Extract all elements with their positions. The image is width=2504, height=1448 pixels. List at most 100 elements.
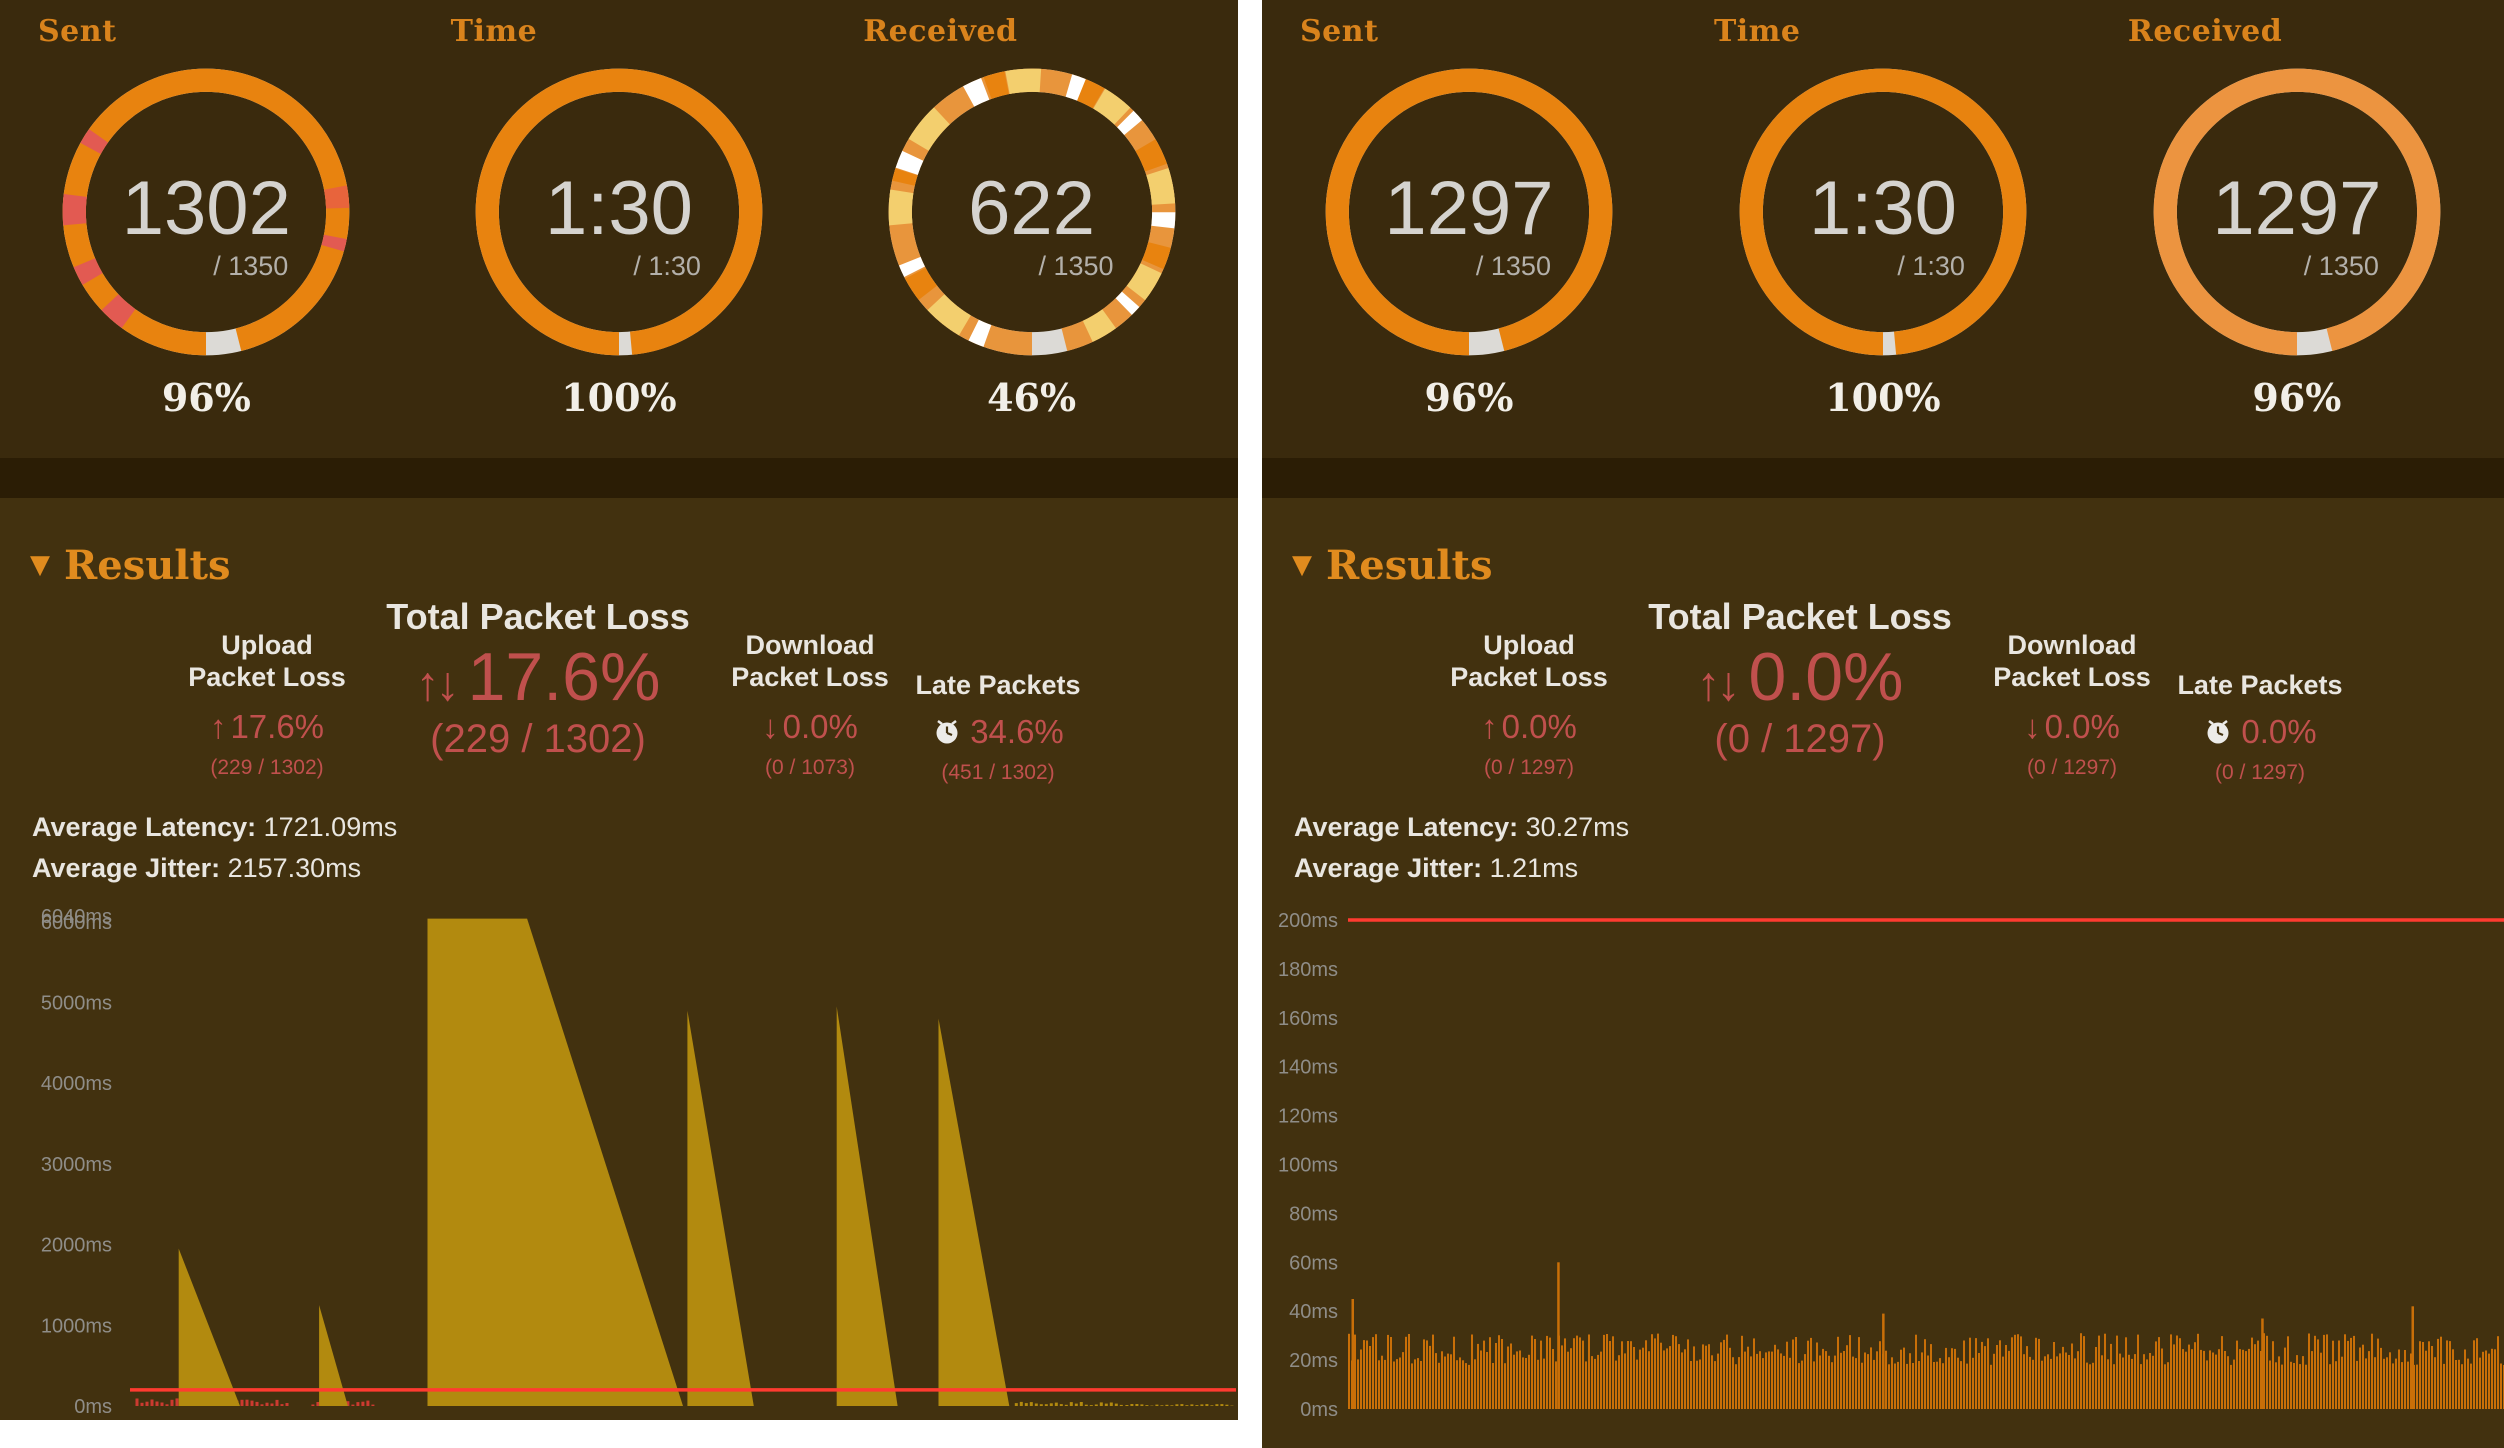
download-loss-detail: (0 / 1297)	[2027, 755, 2117, 779]
download-loss-value: 0.0%	[782, 707, 858, 745]
collapse-icon: ▼	[1292, 550, 1312, 580]
svg-text:3000ms: 3000ms	[41, 1154, 112, 1176]
gauge-time-percent: 100%	[1825, 375, 1941, 420]
svg-text:0ms: 0ms	[74, 1396, 112, 1418]
panel-right: Sent 1297 / 1350 96% Time 1:30 / 1:30 10…	[1262, 0, 2504, 1448]
gauge-sent-label: Sent	[38, 14, 117, 49]
up-arrow-icon: ↑	[415, 658, 440, 711]
gauge-sent-label: Sent	[1300, 14, 1379, 49]
late-packets-detail: (0 / 1297)	[2215, 760, 2305, 784]
gauge-time-total: / 1:30	[633, 251, 701, 281]
gauge-received-value: 1297	[2212, 166, 2382, 251]
gauges-section: Sent 1297 / 1350 96% Time 1:30 / 1:30 10…	[1262, 0, 2504, 458]
upload-label: Upload	[221, 630, 313, 660]
svg-text:1000ms: 1000ms	[41, 1315, 112, 1337]
gauge-sent-value: 1302	[121, 166, 291, 251]
upload-loss-detail: (0 / 1297)	[1484, 755, 1574, 779]
svg-text:60ms: 60ms	[1289, 1252, 1338, 1274]
download-loss-detail: (0 / 1073)	[765, 755, 855, 779]
average-jitter: Average Jitter: 1.21ms	[1294, 853, 1579, 883]
svg-text:4000ms: 4000ms	[41, 1073, 112, 1095]
latency-chart-canvas: 0ms 20ms 40ms 60ms 80ms 100ms 120ms 140ms 160ms 1…	[1278, 910, 2504, 1421]
latency-chart: 0ms 1000ms 2000ms 3000ms 4000ms 5000ms 6000ms 6…	[0, 890, 1238, 1420]
up-arrow-icon: ↑	[1481, 707, 1498, 745]
gauge-time-total: / 1:30	[1897, 251, 1965, 281]
panel-left: Sent 1302 / 1350 96% Time 1:30 / 1:30 10…	[0, 0, 1238, 1420]
gauge-received: Received 622 / 1350 46%	[825, 0, 1238, 458]
upload-loss-value: 17.6%	[230, 707, 325, 745]
gauge-time: Time 1:30 / 1:30 100%	[413, 0, 826, 458]
upload-loss-detail: (229 / 1302)	[210, 755, 324, 779]
up-arrow-icon: ↑	[1696, 658, 1721, 711]
down-arrow-icon: ↓	[762, 707, 779, 745]
gauge-received-label: Received	[2127, 14, 2283, 49]
gauge-time-label: Time	[1713, 14, 1801, 49]
gauge-sent: Sent 1302 / 1350 96%	[0, 0, 413, 458]
svg-text:5000ms: 5000ms	[41, 993, 112, 1015]
results-title: Results	[64, 542, 231, 589]
progress-ring	[475, 68, 763, 356]
download-label: Download	[745, 630, 875, 660]
svg-text:40ms: 40ms	[1289, 1301, 1338, 1323]
gauge-sent-total: / 1350	[1475, 251, 1551, 281]
upload-packet-loss-stat: Upload Packet Loss ↑ 17.6% (229 / 1302)	[117, 630, 417, 780]
results-section: ▼ Results Upload Packet Loss ↑ 17.6% (229 /…	[0, 498, 1238, 1420]
results-toggle[interactable]: ▼ Results	[1292, 542, 1492, 589]
section-divider	[1262, 458, 2504, 498]
svg-text:100ms: 100ms	[1278, 1155, 1338, 1177]
gauge-sent: Sent 1297 / 1350 96%	[1262, 0, 1676, 458]
average-latency-value: 1721.09ms	[256, 812, 398, 842]
late-packets-value: 0.0%	[2241, 712, 2317, 750]
results-section: ▼ Results Upload Packet Loss ↑ 0.0% (0 / 12…	[1262, 498, 2504, 1448]
late-packets-detail: (451 / 1302)	[941, 760, 1055, 784]
results-toggle[interactable]: ▼ Results	[30, 542, 230, 589]
up-arrow-icon: ↑	[209, 707, 227, 745]
svg-text:80ms: 80ms	[1289, 1203, 1338, 1225]
progress-ring	[1325, 68, 1613, 356]
svg-text:0ms: 0ms	[1300, 1399, 1338, 1421]
gauge-sent-total: / 1350	[213, 251, 289, 281]
down-arrow-icon: ↓	[1716, 658, 1741, 711]
results-title: Results	[1326, 542, 1493, 589]
clock-icon	[936, 719, 958, 744]
svg-text:6000ms: 6000ms	[41, 912, 112, 934]
gauge-received-label: Received	[863, 14, 1018, 49]
down-arrow-icon: ↓	[2024, 707, 2041, 745]
total-loss-title: Total Packet Loss	[386, 596, 690, 637]
svg-text:6040ms: 6040ms	[41, 906, 112, 928]
svg-text:160ms: 160ms	[1278, 1008, 1338, 1030]
total-loss-value: 17.6%	[467, 639, 661, 715]
total-loss-detail: (0 / 1297)	[1714, 716, 1886, 761]
svg-text:140ms: 140ms	[1278, 1057, 1338, 1079]
total-loss-title: Total Packet Loss	[1648, 596, 1952, 637]
upload-packet-loss-stat: Upload Packet Loss ↑ 0.0% (0 / 1297)	[1379, 630, 1679, 780]
upload-loss-value: 0.0%	[1501, 707, 1577, 745]
gauge-sent-percent: 96%	[1424, 375, 1514, 420]
download-loss-value: 0.0%	[2044, 707, 2120, 745]
total-loss-value: 0.0%	[1748, 639, 1904, 715]
late-packets-label: Late Packets	[915, 670, 1081, 700]
average-latency-value: 30.27ms	[1518, 812, 1630, 842]
collapse-icon: ▼	[30, 550, 50, 580]
average-jitter: Average Jitter: 2157.30ms	[32, 853, 362, 883]
gauge-received-value: 622	[968, 166, 1095, 251]
latency-chart-canvas: 0ms 1000ms 2000ms 3000ms 4000ms 5000ms 6000ms6…	[41, 906, 1236, 1418]
svg-text:120ms: 120ms	[1278, 1106, 1338, 1128]
average-jitter-value: 1.21ms	[1482, 853, 1579, 883]
late-packets-value: 34.6%	[970, 712, 1064, 750]
late-packets-stat: Late Packets 34.6% (451 / 1302)	[866, 630, 1130, 785]
svg-text:180ms: 180ms	[1278, 959, 1338, 981]
gauge-time: Time 1:30 / 1:30 100%	[1676, 0, 2090, 458]
down-arrow-icon: ↓	[435, 658, 460, 711]
late-packets-label: Late Packets	[2177, 670, 2343, 700]
average-latency: Average Latency: 1721.09ms	[32, 812, 398, 842]
svg-text:20ms: 20ms	[1289, 1350, 1338, 1372]
progress-ring	[62, 68, 350, 356]
upload-label: Upload	[1483, 630, 1575, 660]
total-loss-detail: (229 / 1302)	[430, 716, 646, 761]
clock-icon	[2207, 719, 2229, 744]
svg-text:2000ms: 2000ms	[41, 1235, 112, 1257]
download-label: Download	[2007, 630, 2137, 660]
progress-ring	[1739, 68, 2027, 356]
gauge-received-percent: 46%	[987, 375, 1077, 420]
